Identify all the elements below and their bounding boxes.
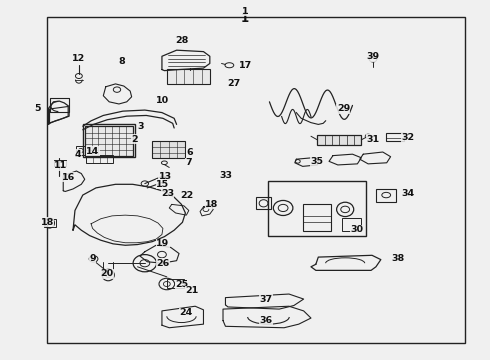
- Text: 17: 17: [239, 61, 252, 70]
- Text: 13: 13: [159, 172, 171, 181]
- Bar: [269, 181, 366, 235]
- Text: 35: 35: [310, 157, 323, 166]
- Text: 1: 1: [242, 7, 248, 16]
- Text: 21: 21: [185, 286, 198, 295]
- Text: 2: 2: [132, 135, 138, 144]
- Bar: [342, 219, 361, 231]
- Bar: [256, 197, 271, 210]
- Text: 34: 34: [401, 189, 415, 198]
- Text: 18: 18: [40, 218, 54, 227]
- Bar: [86, 155, 113, 163]
- Text: 12: 12: [72, 54, 85, 63]
- Bar: [83, 124, 135, 157]
- Text: 38: 38: [392, 254, 405, 263]
- Text: 39: 39: [367, 53, 380, 62]
- Bar: [167, 69, 210, 84]
- Text: 33: 33: [220, 171, 233, 180]
- Text: 1: 1: [241, 12, 249, 25]
- Text: 26: 26: [156, 259, 170, 268]
- Bar: [44, 219, 56, 226]
- Bar: [303, 204, 331, 231]
- Text: 10: 10: [156, 96, 169, 105]
- Text: 37: 37: [260, 294, 273, 303]
- Text: 27: 27: [227, 80, 240, 89]
- Text: 19: 19: [156, 239, 170, 248]
- Text: 4: 4: [74, 150, 81, 159]
- Text: 15: 15: [156, 180, 169, 189]
- Bar: [76, 146, 85, 155]
- Text: 28: 28: [175, 36, 188, 45]
- Bar: [318, 135, 361, 145]
- Text: 22: 22: [180, 190, 194, 199]
- Text: 32: 32: [401, 133, 415, 142]
- Text: 6: 6: [186, 148, 193, 157]
- Text: 8: 8: [119, 57, 125, 66]
- Bar: [386, 134, 404, 141]
- Text: 3: 3: [138, 122, 144, 131]
- Text: 25: 25: [175, 280, 189, 289]
- Text: 23: 23: [161, 189, 174, 198]
- Text: 31: 31: [366, 135, 379, 144]
- Text: 20: 20: [100, 269, 114, 278]
- Text: 29: 29: [337, 104, 350, 113]
- Text: 5: 5: [34, 104, 41, 113]
- Text: 7: 7: [185, 158, 192, 167]
- Bar: [85, 126, 133, 156]
- Text: 24: 24: [179, 308, 192, 317]
- Text: 36: 36: [260, 316, 273, 325]
- Bar: [167, 279, 184, 288]
- Text: 14: 14: [86, 147, 99, 156]
- Text: 16: 16: [62, 173, 75, 182]
- Bar: [376, 189, 396, 202]
- Text: 11: 11: [54, 161, 67, 170]
- Bar: [152, 141, 185, 158]
- Bar: [47, 17, 465, 343]
- Text: 30: 30: [350, 225, 363, 234]
- Text: 18: 18: [205, 200, 219, 209]
- Text: 9: 9: [89, 254, 96, 263]
